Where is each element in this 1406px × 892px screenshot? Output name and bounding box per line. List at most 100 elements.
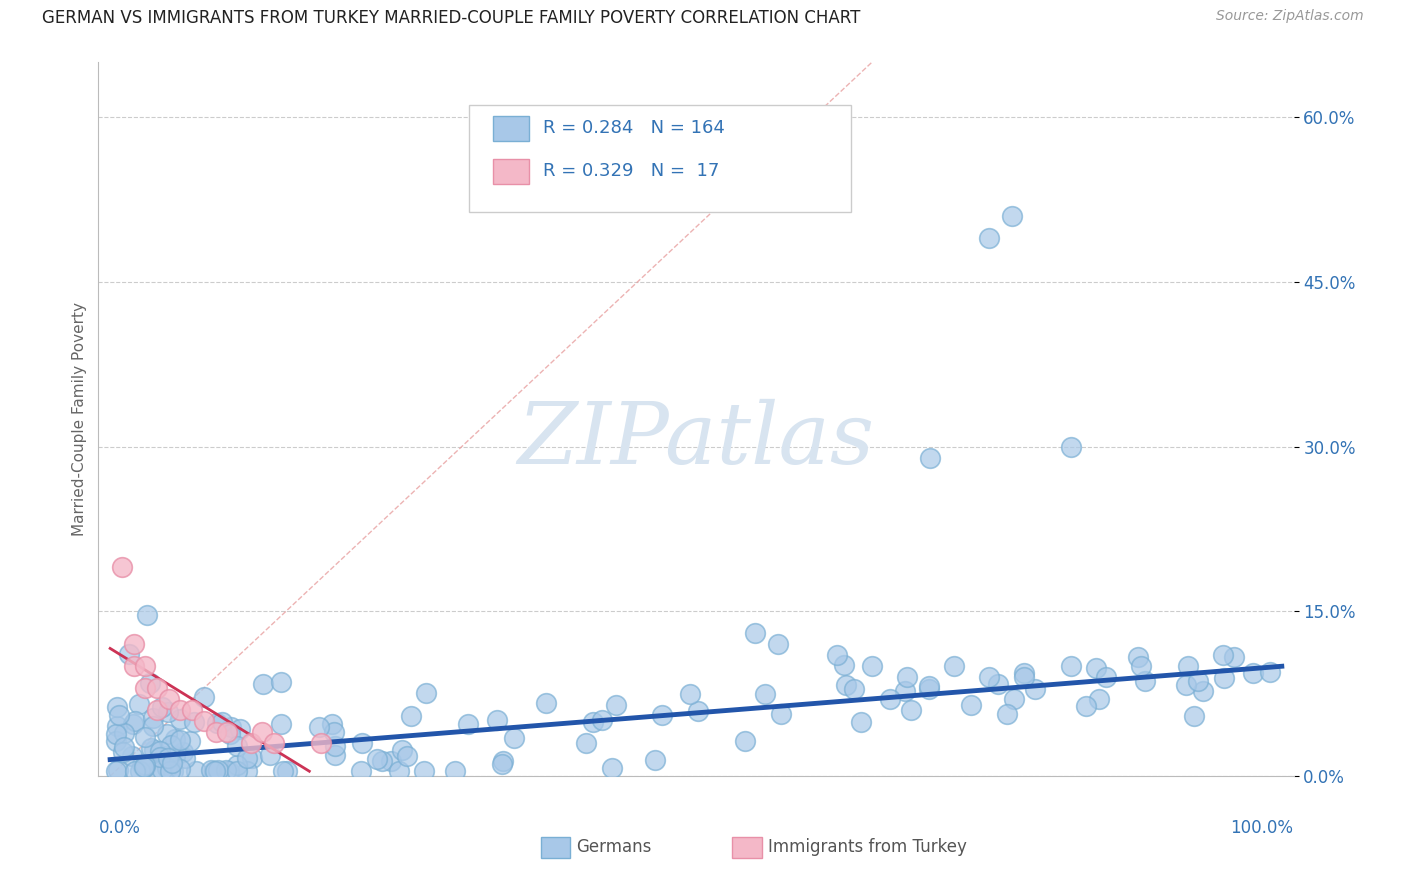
Point	[766, 637, 789, 651]
Point	[492, 754, 515, 768]
Point	[105, 719, 128, 733]
Point	[900, 704, 922, 718]
Point	[169, 733, 191, 747]
Point	[849, 715, 872, 730]
Point	[131, 758, 153, 772]
Bar	[494, 159, 529, 184]
Point	[159, 764, 181, 778]
Point	[142, 711, 165, 725]
Point	[1060, 440, 1083, 454]
Point	[142, 743, 165, 757]
Point	[165, 748, 187, 763]
Point	[371, 754, 394, 768]
Point	[169, 703, 191, 717]
Point	[134, 681, 156, 696]
Point	[271, 764, 294, 778]
Point	[207, 763, 229, 777]
Point	[160, 738, 183, 752]
Point	[252, 725, 274, 739]
Point	[879, 691, 901, 706]
Point	[491, 756, 513, 771]
Point	[156, 705, 179, 719]
Point	[205, 715, 228, 730]
Point	[134, 760, 156, 774]
Point	[112, 726, 135, 740]
Point	[860, 659, 883, 673]
Point	[134, 730, 156, 744]
Point	[1212, 648, 1234, 663]
Point	[107, 763, 129, 777]
Point	[132, 760, 155, 774]
Point	[605, 698, 627, 712]
Point	[1241, 665, 1264, 680]
Bar	[494, 116, 529, 141]
Point	[142, 719, 165, 733]
Point	[169, 712, 191, 726]
Point	[754, 687, 776, 701]
Text: R = 0.329   N =  17: R = 0.329 N = 17	[543, 162, 720, 180]
Point	[173, 750, 195, 764]
Point	[157, 751, 180, 765]
Point	[218, 764, 240, 778]
Point	[225, 758, 247, 772]
Point	[644, 753, 666, 767]
Point	[112, 739, 135, 754]
Point	[893, 684, 915, 698]
Point	[502, 731, 524, 745]
Point	[1076, 698, 1098, 713]
Point	[105, 733, 128, 747]
Point	[1174, 678, 1197, 692]
Text: Germans: Germans	[576, 838, 652, 856]
Point	[112, 745, 135, 759]
Point	[156, 761, 179, 775]
Point	[236, 764, 259, 778]
Point	[352, 736, 374, 750]
Point	[1002, 691, 1025, 706]
Point	[322, 724, 344, 739]
Point	[1133, 673, 1156, 688]
Point	[169, 762, 191, 776]
Point	[135, 607, 157, 622]
Point	[835, 678, 858, 692]
Point	[1212, 671, 1234, 685]
Point	[105, 764, 128, 778]
Point	[591, 714, 613, 728]
Point	[226, 764, 249, 778]
Point	[162, 764, 184, 778]
Point	[193, 690, 215, 704]
Point	[124, 764, 146, 778]
Point	[917, 679, 939, 693]
Point	[122, 637, 145, 651]
Point	[153, 749, 176, 764]
Point	[121, 748, 143, 763]
Point	[150, 763, 173, 777]
Point	[149, 744, 172, 758]
Point	[309, 736, 332, 750]
Point	[1095, 670, 1118, 684]
Point	[1024, 681, 1046, 696]
Point	[896, 670, 918, 684]
Point	[769, 707, 792, 722]
Point	[263, 736, 285, 750]
Point	[744, 626, 766, 640]
Point	[534, 697, 557, 711]
Point	[1177, 659, 1199, 673]
Point	[270, 675, 292, 690]
Point	[1001, 209, 1024, 223]
Point	[1130, 659, 1153, 673]
Point	[235, 751, 257, 765]
Point	[217, 725, 239, 739]
Point	[1191, 684, 1213, 698]
Point	[179, 733, 201, 747]
Point	[204, 764, 226, 778]
Text: GERMAN VS IMMIGRANTS FROM TURKEY MARRIED-COUPLE FAMILY POVERTY CORRELATION CHART: GERMAN VS IMMIGRANTS FROM TURKEY MARRIED…	[42, 9, 860, 27]
Point	[1222, 650, 1244, 665]
Point	[977, 670, 1000, 684]
Point	[202, 764, 225, 778]
Point	[457, 716, 479, 731]
Point	[181, 703, 204, 717]
Point	[1182, 708, 1205, 723]
Point	[150, 700, 173, 714]
Point	[193, 714, 215, 728]
Point	[229, 722, 252, 736]
